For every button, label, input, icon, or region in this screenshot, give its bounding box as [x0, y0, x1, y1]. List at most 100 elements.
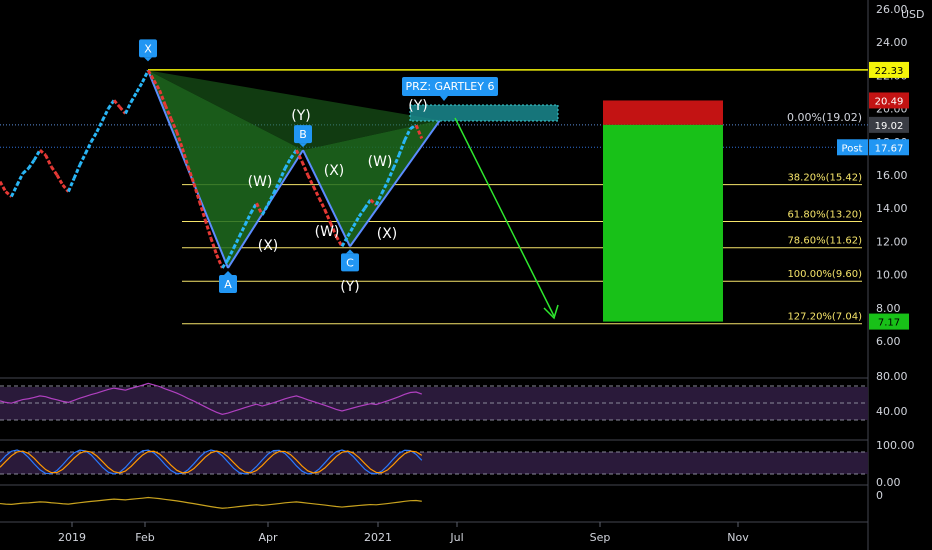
- series-segment: [391, 154, 401, 169]
- series-segment: [135, 81, 144, 93]
- pattern-point-x: X: [139, 39, 157, 62]
- badge-bg: [869, 92, 909, 109]
- fib-label: 78.60%(11.62): [787, 236, 862, 247]
- series-segment: [163, 104, 173, 120]
- series-segment: [124, 101, 133, 115]
- badge-value: 22.33: [875, 66, 904, 77]
- series-segment: [186, 166, 196, 184]
- time-tick: Sep: [590, 531, 611, 544]
- price-tick: 8.00: [876, 302, 901, 315]
- badge-value: 17.67: [875, 143, 904, 154]
- series-segment: [78, 152, 87, 166]
- indicator-tick: 0: [876, 489, 883, 502]
- point-pointer: [144, 57, 152, 62]
- series-segment: [84, 141, 93, 155]
- fib-label: 100.00%(9.60): [787, 269, 862, 280]
- price-tick: 10.00: [876, 269, 908, 282]
- prz-pointer: [440, 96, 448, 101]
- projection-arrow: [454, 117, 555, 317]
- series-segment: [27, 159, 36, 170]
- series-segment: [329, 222, 338, 238]
- indicator-tick: 0.00: [876, 476, 901, 489]
- series-segment: [89, 131, 99, 143]
- series-segment: [243, 212, 253, 226]
- point-label: C: [346, 256, 354, 269]
- price-axis: 26.0024.0022.0020.0018.0016.0014.0012.00…: [837, 3, 925, 502]
- wave-label: (W): [315, 224, 340, 240]
- series-segment: [198, 201, 207, 221]
- series-segment: [10, 184, 19, 198]
- point-pointer: [346, 249, 354, 254]
- series-segment: [232, 235, 241, 249]
- time-axis: 2019 Feb Apr 2021 Jul Sep Nov: [58, 522, 749, 544]
- series-segment: [323, 209, 332, 224]
- series-segment: [266, 192, 275, 206]
- xab-triangle: [148, 70, 303, 268]
- prz-text: PRZ: GARTLEY 6: [406, 80, 495, 93]
- point-label: B: [299, 128, 307, 141]
- series-segment: [158, 89, 167, 106]
- indicator-tick: 80.00: [876, 370, 908, 383]
- oscillator-line: [0, 496, 422, 509]
- price-badge: 7.17: [869, 313, 909, 330]
- point-pointer: [299, 143, 307, 148]
- overlays: X A B C PRZ: GARTLEY 6 (Y) (W) (X) (X) (W) (W) (X) (…: [139, 39, 723, 322]
- badge-label-bg: [837, 139, 868, 156]
- series-segment: [112, 99, 121, 108]
- pattern-leg: [349, 119, 441, 247]
- price-tick: 24.00: [876, 36, 908, 49]
- time-tick: Nov: [727, 531, 749, 544]
- stop-zone: [603, 100, 723, 125]
- pattern-point-a: A: [219, 270, 237, 293]
- indicator-tick: 40.00: [876, 405, 908, 418]
- wave-label: (X): [258, 238, 279, 254]
- fib-label: 0.00%(19.02): [787, 111, 862, 124]
- point-badge: [139, 39, 157, 58]
- price-badge: Post 17.67: [837, 139, 909, 156]
- time-tick: Jul: [449, 531, 463, 544]
- series-segment: [300, 161, 310, 176]
- fib-label: 38.20%(15.42): [787, 173, 862, 184]
- price-badge: 20.49: [869, 92, 909, 109]
- badge-value: 20.49: [875, 96, 904, 107]
- series-segment: [306, 174, 315, 188]
- series-segment: [272, 180, 281, 194]
- price-tick: 14.00: [876, 202, 908, 215]
- price-series: [0, 69, 424, 269]
- target-zone: [603, 124, 723, 322]
- pattern-leg: [302, 149, 351, 247]
- series-segment: [32, 149, 42, 161]
- series-segment: [352, 215, 361, 228]
- xbd-area: [148, 70, 440, 151]
- series-segment: [226, 247, 236, 261]
- series-segment: [340, 235, 350, 248]
- rsi-line: [0, 382, 423, 415]
- pattern-point-c: C: [341, 249, 359, 272]
- stoch-k-line: [0, 449, 423, 475]
- bcd-triangle: [303, 120, 440, 247]
- series-segment: [249, 202, 258, 214]
- series-segment: [295, 149, 304, 163]
- series-segment: [277, 167, 287, 183]
- series-segment: [44, 154, 53, 168]
- wave-label: (W): [368, 154, 393, 170]
- series-segment: [152, 79, 161, 92]
- series-segment: [0, 180, 8, 193]
- series-segment: [175, 131, 184, 149]
- wave-label: (X): [377, 226, 398, 242]
- series-segment: [192, 182, 201, 203]
- series-segment: [403, 127, 412, 141]
- series-segment: [15, 172, 25, 186]
- harmonic-pattern: [147, 70, 559, 269]
- series-segment: [414, 124, 424, 140]
- point-pointer: [224, 270, 232, 275]
- wave-label: (Y): [340, 279, 359, 295]
- point-badge: [294, 125, 312, 144]
- series-segment: [38, 148, 47, 157]
- series-segment: [101, 107, 110, 121]
- indicator-tick: 100.00: [876, 439, 915, 452]
- series-segment: [215, 254, 224, 269]
- fibonacci-levels: 0.00%(19.02) 38.20%(15.42) 61.80%(13.20) 78…: [0, 69, 868, 325]
- time-tick: Feb: [135, 531, 154, 544]
